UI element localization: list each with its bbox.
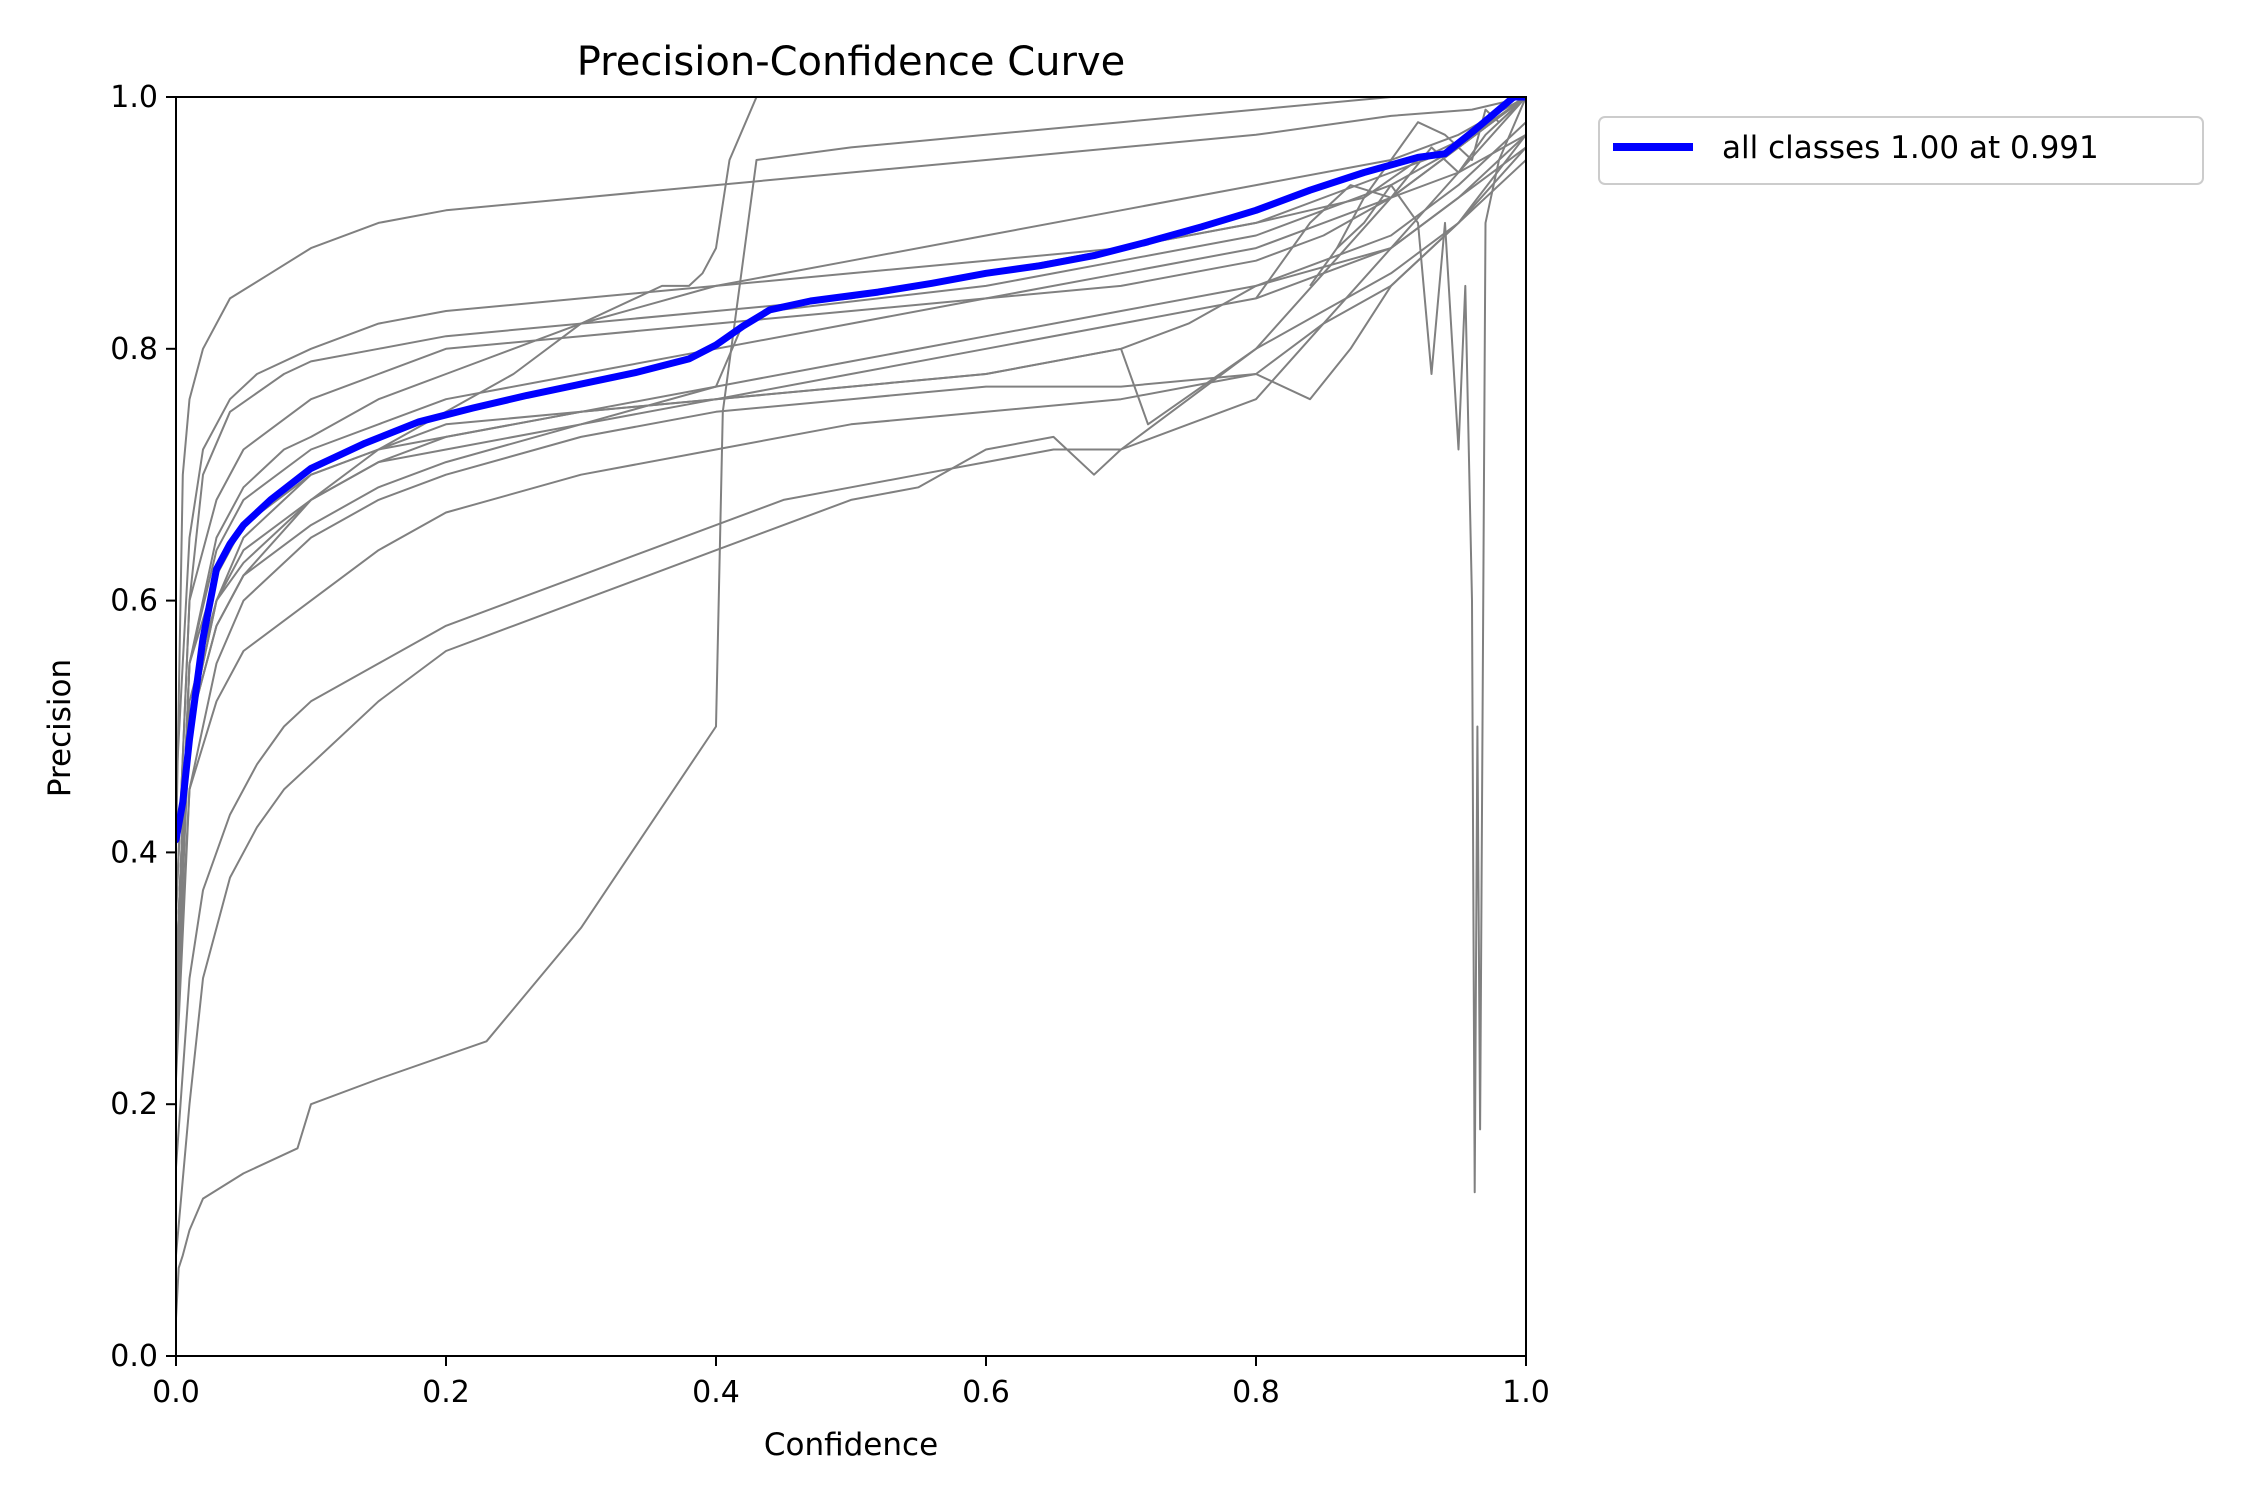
- y-tick-label: 1.0: [110, 80, 158, 115]
- x-tick-label: 1.0: [1502, 1375, 1550, 1410]
- chart-title: Precision-Confidence Curve: [577, 39, 1126, 85]
- y-tick-label: 0.8: [110, 332, 158, 367]
- legend-frame: [1598, 116, 2204, 185]
- plot-frame: [175, 96, 1527, 1357]
- class-curve-3: [176, 133, 1526, 916]
- x-tick-label: 0.0: [152, 1375, 200, 1410]
- class-curve-18: [1336, 97, 1526, 1194]
- class-curve-17: [176, 97, 758, 979]
- x-tick-label: 0.6: [962, 1375, 1010, 1410]
- all-classes-curve: [176, 97, 1526, 844]
- x-axis-label: Confidence: [764, 1427, 938, 1463]
- y-axis-ticks: 0.0 0.2 0.4 0.6 0.8 1.0: [110, 80, 176, 1374]
- y-tick-label: 0.6: [110, 584, 158, 619]
- class-curve-14: [176, 97, 1526, 1168]
- legend-label-all-classes: all classes 1.00 at 0.991: [1722, 130, 2099, 166]
- class-curve-16: [176, 97, 1526, 1319]
- class-curve-5: [176, 121, 1526, 979]
- x-tick-label: 0.8: [1232, 1375, 1280, 1410]
- y-tick-label: 0.2: [110, 1087, 158, 1122]
- y-tick-label: 0.0: [110, 1339, 158, 1374]
- x-axis-ticks: 0.0 0.2 0.4 0.6 0.8 1.0: [152, 1356, 1550, 1410]
- x-tick-label: 0.4: [692, 1375, 740, 1410]
- class-curve-13: [176, 146, 1526, 1080]
- class-curve-15: [176, 97, 1526, 1256]
- y-tick-label: 0.4: [110, 835, 158, 870]
- class-curve-1: [176, 97, 1526, 853]
- all-classes-curve-group: [176, 97, 1526, 844]
- class-curve-20: [1255, 97, 1526, 299]
- x-tick-label: 0.2: [422, 1375, 470, 1410]
- legend: all classes 1.00 at 0.991: [1598, 116, 2204, 185]
- y-axis-label: Precision: [42, 659, 78, 797]
